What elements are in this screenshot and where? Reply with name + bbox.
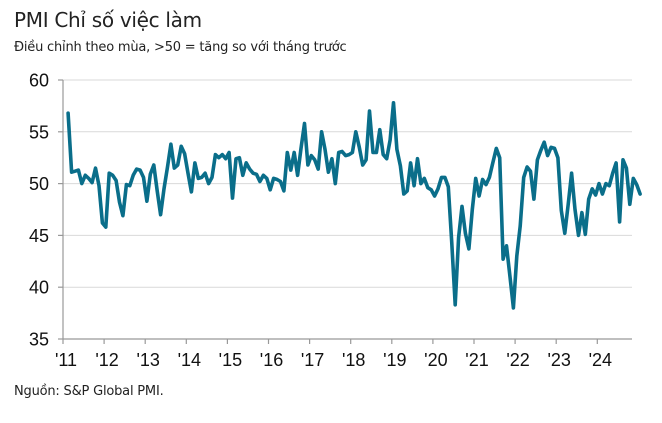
x-tick-label: '16 <box>260 350 283 370</box>
y-tick-label: 50 <box>29 174 49 194</box>
y-tick-label: 35 <box>29 330 49 350</box>
x-tick-label: '20 <box>424 350 447 370</box>
gridlines <box>63 79 632 288</box>
x-axis-ticks: '11 '12 '13 '14 '15 '16 '17 '18 '19 '20 '21 '22 '23 '… <box>55 339 612 370</box>
x-tick-label: '18 <box>342 350 365 370</box>
x-tick-label: '23 <box>547 350 570 370</box>
y-tick-label: 45 <box>29 226 49 246</box>
x-tick-label: '12 <box>95 350 118 370</box>
y-tick-label: 55 <box>29 122 49 142</box>
source-note: Nguồn: S&P Global PMI. <box>14 384 164 399</box>
x-tick-label: '21 <box>465 350 488 370</box>
y-tick-label: 60 <box>29 71 49 91</box>
y-axis-ticks: 60 55 50 45 40 35 <box>29 71 63 350</box>
x-tick-label: '15 <box>219 350 242 370</box>
data-points <box>68 102 641 309</box>
x-tick-label: '22 <box>506 350 529 370</box>
y-tick-label: 40 <box>29 278 49 298</box>
x-tick-label: '19 <box>383 350 406 370</box>
x-tick-label: '14 <box>178 350 201 370</box>
x-tick-label: '13 <box>136 350 159 370</box>
x-tick-label: '24 <box>589 350 612 370</box>
series-line-pmi-employment <box>66 101 642 310</box>
x-tick-label: '17 <box>301 350 324 370</box>
chart-subtitle: Điều chỉnh theo mùa, >50 = tăng so với t… <box>14 40 347 55</box>
x-tick-label: '11 <box>55 350 77 370</box>
chart-title: PMI Chỉ số việc làm <box>14 8 202 32</box>
